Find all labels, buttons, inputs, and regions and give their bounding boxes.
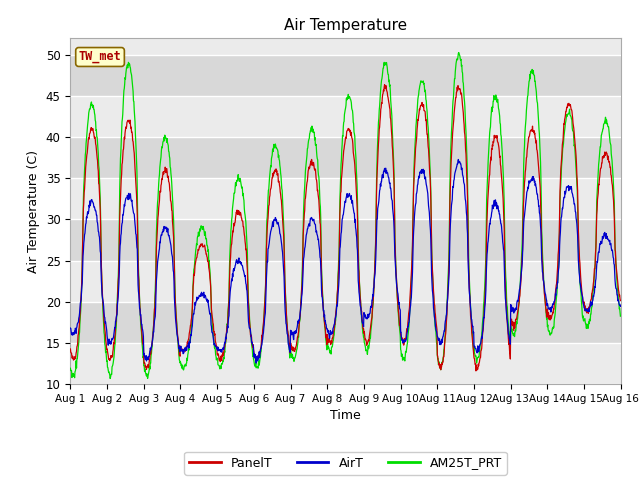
Y-axis label: Air Temperature (C): Air Temperature (C) xyxy=(28,150,40,273)
AirT xyxy=(504,318,511,324)
X-axis label: Time: Time xyxy=(330,409,361,422)
Bar xyxy=(70,55,621,96)
PanelT xyxy=(250,352,258,358)
Line: AirT: AirT xyxy=(70,159,620,363)
PanelT xyxy=(552,286,559,292)
AM25T_PRT xyxy=(431,322,439,328)
AM25T_PRT xyxy=(616,313,624,319)
Line: AM25T_PRT: AM25T_PRT xyxy=(70,53,620,379)
PanelT xyxy=(616,298,624,303)
Bar xyxy=(70,343,621,384)
AirT xyxy=(175,344,183,350)
Bar xyxy=(70,178,621,219)
PanelT xyxy=(472,368,480,374)
Bar xyxy=(70,219,621,261)
AirT xyxy=(67,325,74,331)
AM25T_PRT xyxy=(552,303,559,309)
AM25T_PRT xyxy=(176,358,184,364)
AM25T_PRT xyxy=(106,376,114,382)
AirT xyxy=(552,292,559,298)
Bar xyxy=(70,137,621,178)
PanelT xyxy=(381,82,388,87)
Text: TW_met: TW_met xyxy=(79,50,122,63)
PanelT xyxy=(504,320,511,325)
AM25T_PRT xyxy=(455,50,463,56)
AirT xyxy=(431,318,439,324)
AirT xyxy=(616,303,624,309)
AM25T_PRT xyxy=(251,362,259,368)
AirT xyxy=(252,360,260,366)
PanelT xyxy=(175,352,183,358)
Legend: PanelT, AirT, AM25T_PRT: PanelT, AirT, AM25T_PRT xyxy=(184,452,507,475)
AM25T_PRT xyxy=(67,365,74,371)
Title: Air Temperature: Air Temperature xyxy=(284,18,407,33)
AirT xyxy=(189,317,196,323)
AirT xyxy=(250,351,258,357)
AirT xyxy=(454,156,462,162)
AM25T_PRT xyxy=(189,280,197,286)
PanelT xyxy=(189,295,196,300)
PanelT xyxy=(431,310,439,315)
PanelT xyxy=(67,346,74,352)
Bar xyxy=(70,261,621,302)
Line: PanelT: PanelT xyxy=(70,84,620,371)
Bar xyxy=(70,96,621,137)
AM25T_PRT xyxy=(504,304,511,310)
Bar xyxy=(70,302,621,343)
